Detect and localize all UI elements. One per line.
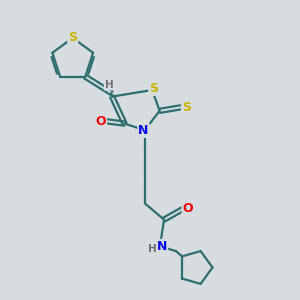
- Text: S: S: [182, 101, 191, 114]
- Text: N: N: [157, 240, 167, 253]
- Text: O: O: [95, 115, 106, 128]
- Text: O: O: [182, 202, 193, 215]
- Text: H: H: [105, 80, 113, 90]
- Text: N: N: [138, 124, 149, 137]
- Text: S: S: [149, 82, 158, 95]
- Text: H: H: [148, 244, 157, 254]
- Text: S: S: [68, 32, 77, 44]
